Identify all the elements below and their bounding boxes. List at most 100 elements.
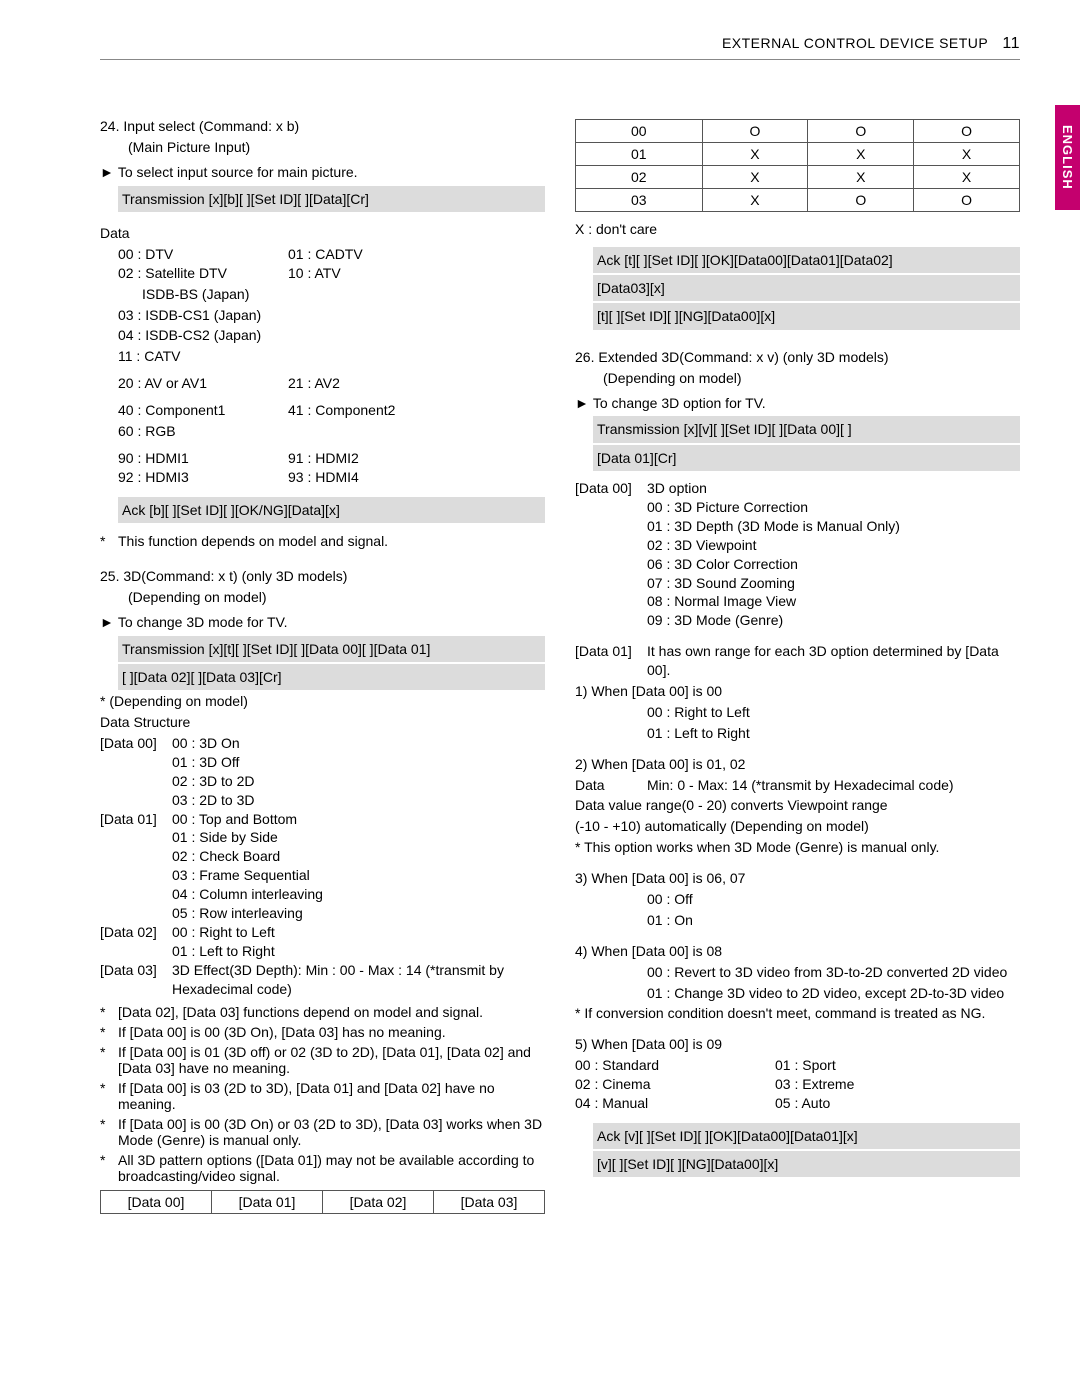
s24-v: 04 : ISDB-CS2 (Japan) — [118, 326, 545, 345]
val: 00 : Off — [647, 890, 1020, 909]
val: 00 : Revert to 3D video from 3D-to-2D co… — [647, 963, 1020, 982]
val: 09 : 3D Mode (Genre) — [647, 611, 1020, 630]
lab: [Data 01] — [575, 642, 647, 680]
s25-dep: * (Depending on model) — [100, 692, 545, 711]
val: 00 : Standard — [575, 1056, 775, 1075]
val: * If conversion condition doesn't meet, … — [575, 1004, 1020, 1023]
s24-v: 11 : CATV — [118, 347, 545, 366]
val: 06 : 3D Color Correction — [647, 555, 1020, 574]
td: O — [808, 189, 914, 212]
s25-title: 25. 3D(Command: x t) (only 3D models) — [100, 567, 545, 586]
ack: [t][ ][Set ID][ ][NG][Data00][x] — [593, 303, 1020, 329]
val: 02 : 3D Viewpoint — [647, 536, 1020, 555]
s25-arrow-text: To change 3D mode for TV. — [118, 614, 288, 630]
td: O — [914, 189, 1020, 212]
s26-trans: Transmission [x][v][ ][Set ID][ ][Data 0… — [593, 416, 1020, 442]
s24-v: 03 : ISDB-CS1 (Japan) — [118, 306, 545, 325]
val: 00 : Right to Left — [647, 703, 1020, 722]
lab: [Data 00] — [100, 734, 172, 753]
val: It has own range for each 3D option dete… — [647, 642, 1020, 680]
xo-table: 00OOO 01XXX 02XXX 03XOO — [575, 119, 1020, 212]
s24-v: ISDB-BS (Japan) — [142, 285, 545, 304]
s25-sub: (Depending on model) — [128, 588, 545, 607]
s24-sub: (Main Picture Input) — [128, 138, 545, 157]
w2: 2) When [Data 00] is 01, 02 — [575, 755, 1020, 774]
th: [Data 01] — [212, 1191, 323, 1214]
s26-title: 26. Extended 3D(Command: x v) (only 3D m… — [575, 348, 1020, 367]
td: 03 — [576, 189, 703, 212]
s24-data-label: Data — [100, 224, 545, 243]
td: 02 — [576, 166, 703, 189]
x-note: X : don't care — [575, 220, 1020, 239]
val: 05 : Row interleaving — [172, 904, 545, 923]
th: [Data 00] — [101, 1191, 212, 1214]
header-title: EXTERNAL CONTROL DEVICE SETUP — [722, 35, 988, 51]
s24-v: 90 : HDMI1 — [118, 449, 288, 468]
lab: [Data 02] — [100, 923, 172, 942]
val: * This option works when 3D Mode (Genre)… — [575, 838, 1020, 857]
td: O — [914, 120, 1020, 143]
td: X — [808, 166, 914, 189]
td: O — [702, 120, 808, 143]
td: X — [914, 143, 1020, 166]
page-number: 11 — [1002, 35, 1020, 52]
language-tab: ENGLISH — [1055, 105, 1080, 210]
s24-arrow-text: To select input source for main picture. — [118, 164, 358, 180]
td: X — [914, 166, 1020, 189]
lab: Data — [575, 776, 647, 795]
val: 04 : Manual — [575, 1094, 775, 1113]
ack: Ack [t][ ][Set ID][ ][OK][Data00][Data01… — [593, 247, 1020, 273]
s25-struct: Data Structure — [100, 713, 545, 732]
val: Data value range(0 - 20) converts Viewpo… — [575, 796, 1020, 815]
triangle-icon: ► — [575, 394, 589, 413]
s24-v: 02 : Satellite DTV — [118, 264, 288, 283]
td: X — [808, 143, 914, 166]
val: 00 : 3D On — [172, 734, 545, 753]
s24-v: 40 : Component1 — [118, 401, 288, 420]
td: 00 — [576, 120, 703, 143]
val: 01 : Side by Side — [172, 828, 545, 847]
s24-arrow: ►To select input source for main picture… — [100, 163, 545, 182]
note: If [Data 00] is 00 (3D On) or 03 (2D to … — [118, 1116, 545, 1148]
s26-sub: (Depending on model) — [603, 369, 1020, 388]
val: 01 : Change 3D video to 2D video, except… — [647, 984, 1020, 1003]
s25-header-table: [Data 00] [Data 01] [Data 02] [Data 03] — [100, 1190, 545, 1214]
val: 03 : 2D to 3D — [172, 791, 545, 810]
note: If [Data 00] is 03 (2D to 3D), [Data 01]… — [118, 1080, 545, 1112]
s24-v: 21 : AV2 — [288, 374, 340, 393]
s25-arrow: ►To change 3D mode for TV. — [100, 613, 545, 632]
s24-note: This function depends on model and signa… — [118, 533, 545, 549]
note: If [Data 00] is 00 (3D On), [Data 03] ha… — [118, 1024, 545, 1040]
s25-trans: Transmission [x][t][ ][Set ID][ ][Data 0… — [118, 636, 545, 662]
page-header: EXTERNAL CONTROL DEVICE SETUP 11 — [100, 35, 1020, 60]
ack: Ack [v][ ][Set ID][ ][OK][Data00][Data01… — [593, 1123, 1020, 1149]
triangle-icon: ► — [100, 613, 114, 632]
w3: 3) When [Data 00] is 06, 07 — [575, 869, 1020, 888]
val: 3D Effect(3D Depth): Min : 00 - Max : 14… — [172, 961, 545, 999]
lab: [Data 03] — [100, 961, 172, 999]
val: 00 : 3D Picture Correction — [647, 498, 1020, 517]
val: 00 : Right to Left — [172, 923, 545, 942]
s24-v: 10 : ATV — [288, 264, 341, 283]
th: [Data 02] — [323, 1191, 434, 1214]
note: All 3D pattern options ([Data 01]) may n… — [118, 1152, 545, 1184]
w5: 5) When [Data 00] is 09 — [575, 1035, 1020, 1054]
triangle-icon: ► — [100, 163, 114, 182]
s24-title: 24. Input select (Command: x b) — [100, 117, 545, 136]
val: 01 : Left to Right — [172, 942, 545, 961]
note: [Data 02], [Data 03] functions depend on… — [118, 1004, 545, 1020]
val: 00 : Top and Bottom — [172, 810, 545, 829]
val: 02 : 3D to 2D — [172, 772, 545, 791]
val: 01 : 3D Off — [172, 753, 545, 772]
s25-trans: [ ][Data 02][ ][Data 03][Cr] — [118, 664, 545, 690]
s24-v: 92 : HDMI3 — [118, 468, 288, 487]
val: 07 : 3D Sound Zooming — [647, 574, 1020, 593]
s24-v: 91 : HDMI2 — [288, 449, 359, 468]
val: 04 : Column interleaving — [172, 885, 545, 904]
s24-v: 00 : DTV — [118, 245, 288, 264]
val: 01 : Sport — [775, 1056, 836, 1075]
s26-arrow: ►To change 3D option for TV. — [575, 394, 1020, 413]
val: 01 : Left to Right — [647, 724, 1020, 743]
val: 01 : On — [647, 911, 1020, 930]
val: 03 : Extreme — [775, 1075, 854, 1094]
